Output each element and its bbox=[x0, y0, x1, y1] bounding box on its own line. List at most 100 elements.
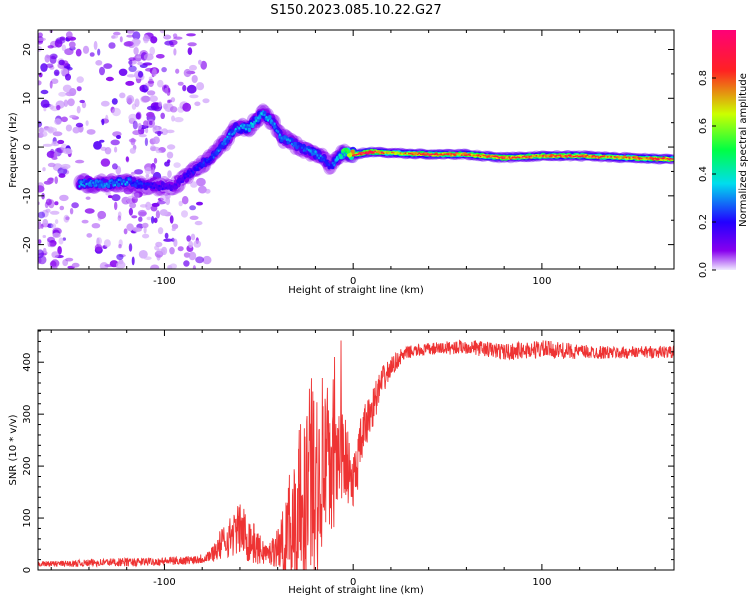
spectrogram-ridge-cell bbox=[538, 155, 541, 157]
spectrogram-ridge-cell bbox=[520, 156, 523, 159]
spectrogram-ridge-cell bbox=[158, 184, 161, 188]
spectrogram-noise-blob bbox=[49, 210, 60, 215]
spectrogram-noise-blob bbox=[50, 265, 58, 269]
spectrogram-ridge-cell bbox=[173, 183, 176, 186]
spectrogram-noise-blob bbox=[40, 63, 48, 72]
spectrogram-noise-blob bbox=[146, 216, 152, 221]
spectrogram-ridge-cell bbox=[122, 180, 125, 183]
spectrogram-ridge-cell bbox=[555, 154, 558, 157]
spectrogram-noise-blob bbox=[111, 194, 121, 202]
spectrogram-ridge-cell bbox=[267, 119, 270, 122]
spectrogram-noise-blob bbox=[161, 67, 167, 73]
spectrogram-ridge-cell bbox=[389, 151, 392, 154]
spectrogram-ridge-cell bbox=[401, 153, 404, 155]
spectrogram-ridge-cell bbox=[661, 157, 664, 160]
spectrogram-ridge-cell bbox=[184, 173, 189, 178]
colorbar-tick-label: 0.6 bbox=[698, 118, 709, 134]
spectrogram-ridge-cell bbox=[625, 156, 628, 159]
spectrogram-noise-blob bbox=[166, 151, 174, 159]
spectrogram-ridge-cell bbox=[323, 158, 326, 162]
spectrogram-ridge-cell bbox=[518, 156, 521, 159]
spectrogram-noise-blob bbox=[58, 59, 65, 66]
spectrogram-ridge-cell bbox=[498, 157, 501, 159]
spectrogram-ridge-cell bbox=[124, 183, 127, 186]
spectrogram-noise-blob bbox=[42, 167, 46, 172]
snr-y-tick-label: 200 bbox=[22, 457, 33, 476]
spectrogram-ridge-cell bbox=[282, 136, 285, 139]
spectrogram-ridge-cell bbox=[487, 155, 490, 158]
spectrogram-ridge-cell bbox=[453, 154, 456, 156]
spectrogram-ridge-cell bbox=[136, 180, 139, 183]
spectrogram-noise-blob bbox=[60, 116, 68, 123]
spectrogram-ridge-cell bbox=[509, 156, 512, 159]
spectrogram-x-tick-label: 0 bbox=[350, 276, 356, 287]
spectrogram-noise-blob bbox=[46, 150, 56, 158]
spectrogram-noise-blob bbox=[47, 45, 54, 49]
snr-x-tick-label: 0 bbox=[350, 577, 356, 588]
spectrogram-noise-blob bbox=[175, 68, 180, 74]
spectrogram-ridge-cell bbox=[336, 158, 339, 161]
spectrogram-noise-blob bbox=[187, 42, 197, 47]
spectrogram-ridge-cell bbox=[144, 182, 147, 186]
spectrogram-ridge-cell bbox=[134, 185, 137, 188]
spectrogram-ridge-cell bbox=[212, 156, 215, 159]
spectrogram-ridge-cell bbox=[236, 125, 239, 129]
spectrogram-ridge-cell bbox=[98, 179, 101, 183]
spectrogram-noise-blob bbox=[52, 131, 63, 137]
spectrogram-noise-blob bbox=[128, 60, 133, 65]
spectrogram-ridge-cell bbox=[611, 156, 614, 158]
spectrogram-ridge-cell bbox=[324, 160, 327, 164]
spectrogram-ridge-cell bbox=[128, 179, 133, 184]
spectrogram-ridge-cell bbox=[479, 155, 482, 158]
spectrogram-ridge-cell bbox=[440, 153, 443, 155]
spectrogram-ridge-cell bbox=[392, 151, 395, 154]
spectrogram-noise-blob bbox=[129, 147, 136, 154]
spectrogram-ridge-cell bbox=[377, 150, 380, 153]
spectrogram-ridge-cell bbox=[457, 152, 460, 155]
spectrogram-ridge-cell bbox=[659, 157, 662, 159]
spectrogram-ridge-cell bbox=[256, 116, 259, 120]
spectrogram-noise-blob bbox=[196, 82, 205, 91]
spectrogram-ridge-cell bbox=[396, 152, 399, 154]
spectrogram-noise-blob bbox=[145, 127, 149, 134]
spectrogram-noise-blob bbox=[65, 257, 74, 262]
spectrogram-ridge-cell bbox=[160, 185, 162, 188]
spectrogram-ridge-cell bbox=[183, 176, 186, 180]
spectrogram-noise-blob bbox=[153, 217, 158, 224]
spectrogram-ridge-cell bbox=[207, 157, 210, 161]
colorbar-label: Normalized spectral amplitude bbox=[738, 73, 749, 227]
spectrogram-ridge-cell bbox=[375, 151, 378, 154]
spectrogram-noise-blob bbox=[58, 91, 67, 97]
spectrogram-noise-blob bbox=[144, 137, 148, 147]
spectrogram-noise-blob bbox=[40, 99, 50, 109]
spectrogram-noise-blob bbox=[196, 201, 203, 206]
spectrogram-noise-blob bbox=[65, 124, 72, 132]
spectrogram-ridge-cell bbox=[292, 144, 295, 148]
spectrogram-ridge-cell bbox=[231, 133, 234, 136]
spectrogram-noise-blob bbox=[99, 139, 105, 143]
spectrogram-noise-blob bbox=[85, 120, 89, 126]
spectrogram-noise-blob bbox=[111, 107, 121, 117]
spectrogram-noise-blob bbox=[116, 261, 126, 269]
spectrogram-ridge-cell bbox=[379, 152, 382, 154]
snr-panel: -100 0 100 0 100 200 300 400 Height of straight… bbox=[8, 329, 675, 596]
spectrogram-ridge-cell bbox=[260, 112, 263, 115]
snr-ylabel: SNR (10 * v/v) bbox=[8, 414, 19, 485]
spectrogram-ridge-cell bbox=[618, 156, 621, 158]
spectrogram-ridge-cell bbox=[416, 153, 419, 156]
spectrogram-noise-blob bbox=[125, 80, 135, 86]
spectrogram-ridge-cell bbox=[81, 183, 84, 187]
spectrogram-ridge-cell bbox=[194, 168, 196, 171]
spectrogram-noise-blob bbox=[75, 122, 84, 128]
spectrogram-noise-blob bbox=[65, 73, 71, 81]
spectrogram-ridge-cell bbox=[251, 123, 255, 129]
spectrogram-noise-blob bbox=[85, 196, 91, 200]
spectrogram-noise-blob bbox=[156, 126, 163, 132]
spectrogram-noise-blob bbox=[189, 205, 197, 211]
spectrogram-ridge-cell bbox=[419, 153, 422, 155]
spectrogram-noise-blob bbox=[53, 152, 57, 160]
spectrogram-noise-blob bbox=[54, 219, 59, 225]
spectrogram-noise-blob bbox=[53, 69, 60, 77]
spectrogram-ridge-cell bbox=[363, 152, 366, 154]
spectrogram-noise-blob bbox=[52, 232, 61, 238]
